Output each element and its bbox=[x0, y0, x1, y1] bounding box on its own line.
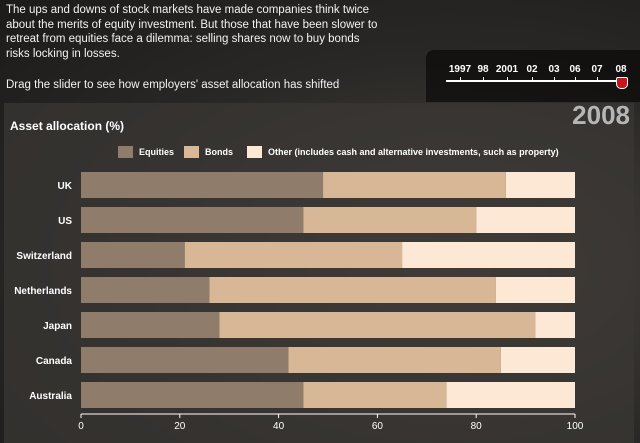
category-label-uk: UK bbox=[58, 181, 73, 192]
legend-label-bonds: Bonds bbox=[205, 147, 233, 157]
slider-tick bbox=[554, 77, 555, 81]
bar-bonds-australia bbox=[303, 382, 447, 408]
category-label-canada: Canada bbox=[36, 356, 73, 367]
bar-equities-us bbox=[81, 207, 304, 233]
legend-item-equities: Equities bbox=[118, 145, 174, 159]
bar-other-canada bbox=[500, 347, 575, 373]
bar-bonds-canada bbox=[288, 347, 501, 373]
bar-equities-japan bbox=[81, 312, 220, 338]
x-tick-label: 40 bbox=[273, 421, 285, 432]
slider-label-1997[interactable]: 1997 bbox=[448, 64, 472, 75]
slider-tick bbox=[460, 77, 461, 81]
bar-bonds-japan bbox=[219, 312, 536, 338]
bar-other-netherlands bbox=[495, 277, 575, 303]
slider-label-02[interactable]: 02 bbox=[526, 64, 538, 75]
bar-bonds-us bbox=[303, 207, 477, 233]
legend-swatch-other bbox=[247, 146, 262, 158]
legend-swatch-equities bbox=[118, 146, 133, 158]
legend-label-other: Other (includes cash and alternative inv… bbox=[268, 147, 559, 157]
bar-bonds-switzerland bbox=[184, 242, 403, 268]
slider-label-98[interactable]: 98 bbox=[477, 64, 489, 75]
legend-item-other: Other (includes cash and alternative inv… bbox=[247, 145, 559, 159]
slider-tick bbox=[483, 77, 484, 81]
bar-other-australia bbox=[446, 382, 575, 408]
slider-label-03[interactable]: 03 bbox=[548, 64, 560, 75]
instruction-text: Drag the slider to see how employers' as… bbox=[6, 79, 340, 91]
x-tick-label: 80 bbox=[471, 421, 483, 432]
legend-label-equities: Equities bbox=[139, 147, 175, 157]
bar-equities-uk bbox=[81, 172, 324, 198]
bar-other-us bbox=[476, 207, 575, 233]
bar-equities-canada bbox=[81, 347, 289, 373]
x-tick-label: 60 bbox=[372, 421, 384, 432]
bar-equities-australia bbox=[81, 382, 304, 408]
category-label-netherlands: Netherlands bbox=[14, 286, 72, 297]
slider-label-06[interactable]: 06 bbox=[569, 64, 581, 75]
bar-equities-switzerland bbox=[81, 242, 185, 268]
x-tick-label: 20 bbox=[174, 421, 186, 432]
slider-label-08[interactable]: 08 bbox=[615, 64, 627, 75]
category-label-switzerland: Switzerland bbox=[16, 251, 72, 262]
bar-other-japan bbox=[535, 312, 575, 338]
slider-tick bbox=[532, 77, 533, 81]
year-slider[interactable]: 1997 98 2001 02 03 06 07 08 bbox=[426, 50, 640, 102]
slider-track[interactable] bbox=[446, 80, 622, 82]
legend-item-bonds: Bonds bbox=[184, 145, 233, 159]
slider-tick bbox=[597, 77, 598, 81]
slider-handle[interactable] bbox=[616, 77, 628, 89]
category-label-japan: Japan bbox=[43, 321, 72, 332]
bar-equities-netherlands bbox=[81, 277, 210, 303]
bar-bonds-uk bbox=[323, 172, 506, 198]
x-tick-label: 0 bbox=[78, 421, 84, 432]
chart-title: Asset allocation (%) bbox=[10, 119, 125, 133]
slider-tick bbox=[575, 77, 576, 81]
category-label-us: US bbox=[58, 216, 72, 227]
category-label-australia: Australia bbox=[29, 391, 72, 402]
intro-text: The ups and downs of stock markets have … bbox=[6, 4, 378, 60]
slider-label-2001[interactable]: 2001 bbox=[495, 64, 519, 75]
slider-tick bbox=[507, 77, 508, 81]
legend-swatch-bonds bbox=[184, 146, 199, 158]
x-tick-label: 100 bbox=[567, 421, 584, 432]
bar-other-uk bbox=[505, 172, 575, 198]
year-label: 2008 bbox=[572, 100, 630, 130]
slider-label-07[interactable]: 07 bbox=[591, 64, 603, 75]
bar-other-switzerland bbox=[402, 242, 575, 268]
bar-bonds-netherlands bbox=[209, 277, 496, 303]
